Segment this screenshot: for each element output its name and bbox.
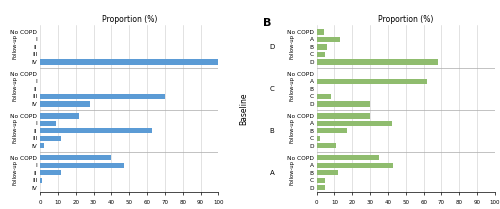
Bar (316, 178, 326, 183)
Bar (316, 52, 326, 57)
Bar (316, 79, 427, 84)
Bar (40, 155, 112, 161)
Text: Follow-up: Follow-up (289, 160, 294, 185)
Bar (40, 136, 62, 141)
Text: A: A (270, 170, 274, 176)
Text: Follow-up: Follow-up (289, 118, 294, 143)
Text: Follow-up: Follow-up (289, 76, 294, 101)
Bar (40, 143, 43, 148)
Text: D: D (270, 44, 274, 50)
Text: B: B (263, 18, 272, 28)
Bar (316, 163, 394, 168)
Bar (316, 155, 379, 161)
Bar (316, 113, 370, 119)
Bar (40, 128, 152, 134)
Text: Follow-up: Follow-up (12, 34, 18, 59)
Title: Proportion (%): Proportion (%) (102, 15, 157, 24)
Bar (316, 121, 392, 126)
Bar (40, 113, 80, 119)
Bar (316, 185, 326, 190)
Text: C: C (270, 86, 274, 92)
Bar (316, 101, 370, 107)
Bar (40, 94, 165, 99)
Bar (316, 128, 347, 134)
Bar (40, 101, 90, 107)
Bar (40, 121, 56, 126)
Title: Proportion (%): Proportion (%) (378, 15, 434, 24)
Bar (316, 29, 324, 34)
Bar (40, 163, 124, 168)
Text: Follow-up: Follow-up (12, 76, 18, 101)
Bar (316, 94, 331, 99)
Bar (316, 170, 338, 176)
Bar (40, 59, 218, 65)
Bar (316, 143, 336, 148)
Text: Follow-up: Follow-up (12, 118, 18, 143)
Text: B: B (270, 128, 274, 134)
Text: Follow-up: Follow-up (289, 34, 294, 59)
Text: Follow-up: Follow-up (12, 160, 18, 185)
Bar (40, 170, 62, 176)
Bar (316, 37, 340, 42)
Bar (316, 59, 438, 65)
Y-axis label: Baseline: Baseline (239, 92, 248, 125)
Bar (316, 136, 320, 141)
Bar (316, 44, 328, 50)
Bar (40, 178, 42, 183)
